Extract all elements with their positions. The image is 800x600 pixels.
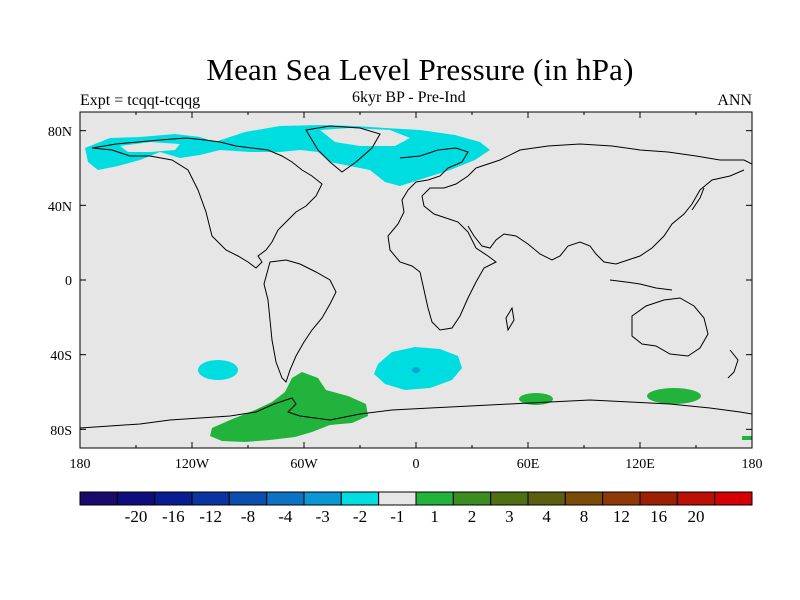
y-tick-label: 0 <box>65 274 72 289</box>
colorbar-label: -4 <box>278 507 293 526</box>
arctic-neutral-patch <box>320 128 410 146</box>
colorbar-swatch <box>676 491 716 506</box>
colorbar-swatch <box>266 491 305 506</box>
colorbar-label: 4 <box>542 507 551 526</box>
x-tick-label: 0 <box>413 457 420 472</box>
y-tick-label: 40N <box>48 200 72 215</box>
australia-coast <box>631 297 709 357</box>
x-tick-label: 120E <box>625 457 655 472</box>
colorbar-swatch <box>303 491 342 506</box>
antarctica-coast <box>80 397 752 429</box>
antarctic-positive-region <box>210 372 368 442</box>
colorbar-label: 20 <box>688 507 705 526</box>
colorbar-label: 12 <box>613 507 630 526</box>
colorbar-label: 2 <box>468 507 477 526</box>
colorbar-swatch <box>378 491 417 506</box>
europe-africa-coast <box>387 147 497 331</box>
colorbar-label: -8 <box>241 507 255 526</box>
new-zealand-coast <box>727 349 739 379</box>
colorbar-swatch <box>564 491 604 506</box>
colorbar-swatch <box>340 491 380 506</box>
colorbar-label: 8 <box>580 507 589 526</box>
coastlines <box>80 125 752 429</box>
colorbar-swatch <box>191 491 230 506</box>
map-title: Mean Sea Level Pressure (in hPa) <box>206 52 634 87</box>
colorbar <box>79 491 753 506</box>
x-tick-label: 180 <box>742 457 763 472</box>
experiment-label: Expt = tcqqt-tcqqg <box>80 92 201 109</box>
colorbar-labels: -20 -16 -12 -8 -4 -3 -2 -1 1 2 3 4 8 12 16 20 <box>125 507 705 526</box>
season-label: ANN <box>717 92 752 109</box>
colorbar-swatch <box>79 491 118 506</box>
southern-australia-positive-region <box>647 388 701 404</box>
colorbar-label: -16 <box>162 507 185 526</box>
x-tick-label: 180 <box>70 457 91 472</box>
y-tick-label: 80S <box>50 424 72 439</box>
colorbar-swatch <box>490 491 529 506</box>
colorbar-label: 3 <box>505 507 514 526</box>
south-pacific-negative-region <box>198 360 238 380</box>
colorbar-label: 1 <box>430 507 439 526</box>
madagascar-coast <box>505 306 515 332</box>
indonesia-coast <box>609 279 673 291</box>
x-tick-label: 60W <box>290 457 318 472</box>
south-atlantic-core-region <box>412 367 420 373</box>
colorbar-swatch <box>116 491 156 506</box>
colorbar-swatch <box>639 491 678 506</box>
colorbar-label: 16 <box>650 507 667 526</box>
colorbar-label: -1 <box>390 507 404 526</box>
colorbar-swatch <box>527 491 566 506</box>
y-tick-label: 40S <box>50 349 72 364</box>
colorbar-label: -2 <box>353 507 367 526</box>
colorbar-swatch <box>602 491 641 506</box>
colorbar-label: -3 <box>316 507 330 526</box>
colorbar-label: -12 <box>199 507 222 526</box>
arctic-neutral-patch <box>120 142 180 152</box>
colorbar-swatch <box>714 491 753 506</box>
x-tick-label: 60E <box>517 457 540 472</box>
south-america-coast <box>263 259 337 383</box>
north-america-coast <box>91 137 323 269</box>
map-ticks <box>79 112 753 448</box>
colorbar-swatch <box>452 491 492 506</box>
colorbar-swatch <box>154 491 193 506</box>
japan-coast <box>691 187 705 211</box>
colorbar-swatch <box>228 491 268 506</box>
greenland-coast <box>305 125 381 173</box>
asia-coast <box>467 143 752 265</box>
y-tick-label: 80N <box>48 125 72 140</box>
x-tick-label: 120W <box>175 457 210 472</box>
dateline-positive-patch <box>742 436 752 440</box>
colorbar-swatch <box>415 491 454 506</box>
period-label: 6kyr BP - Pre-Ind <box>352 89 466 106</box>
colorbar-label: -20 <box>125 507 148 526</box>
